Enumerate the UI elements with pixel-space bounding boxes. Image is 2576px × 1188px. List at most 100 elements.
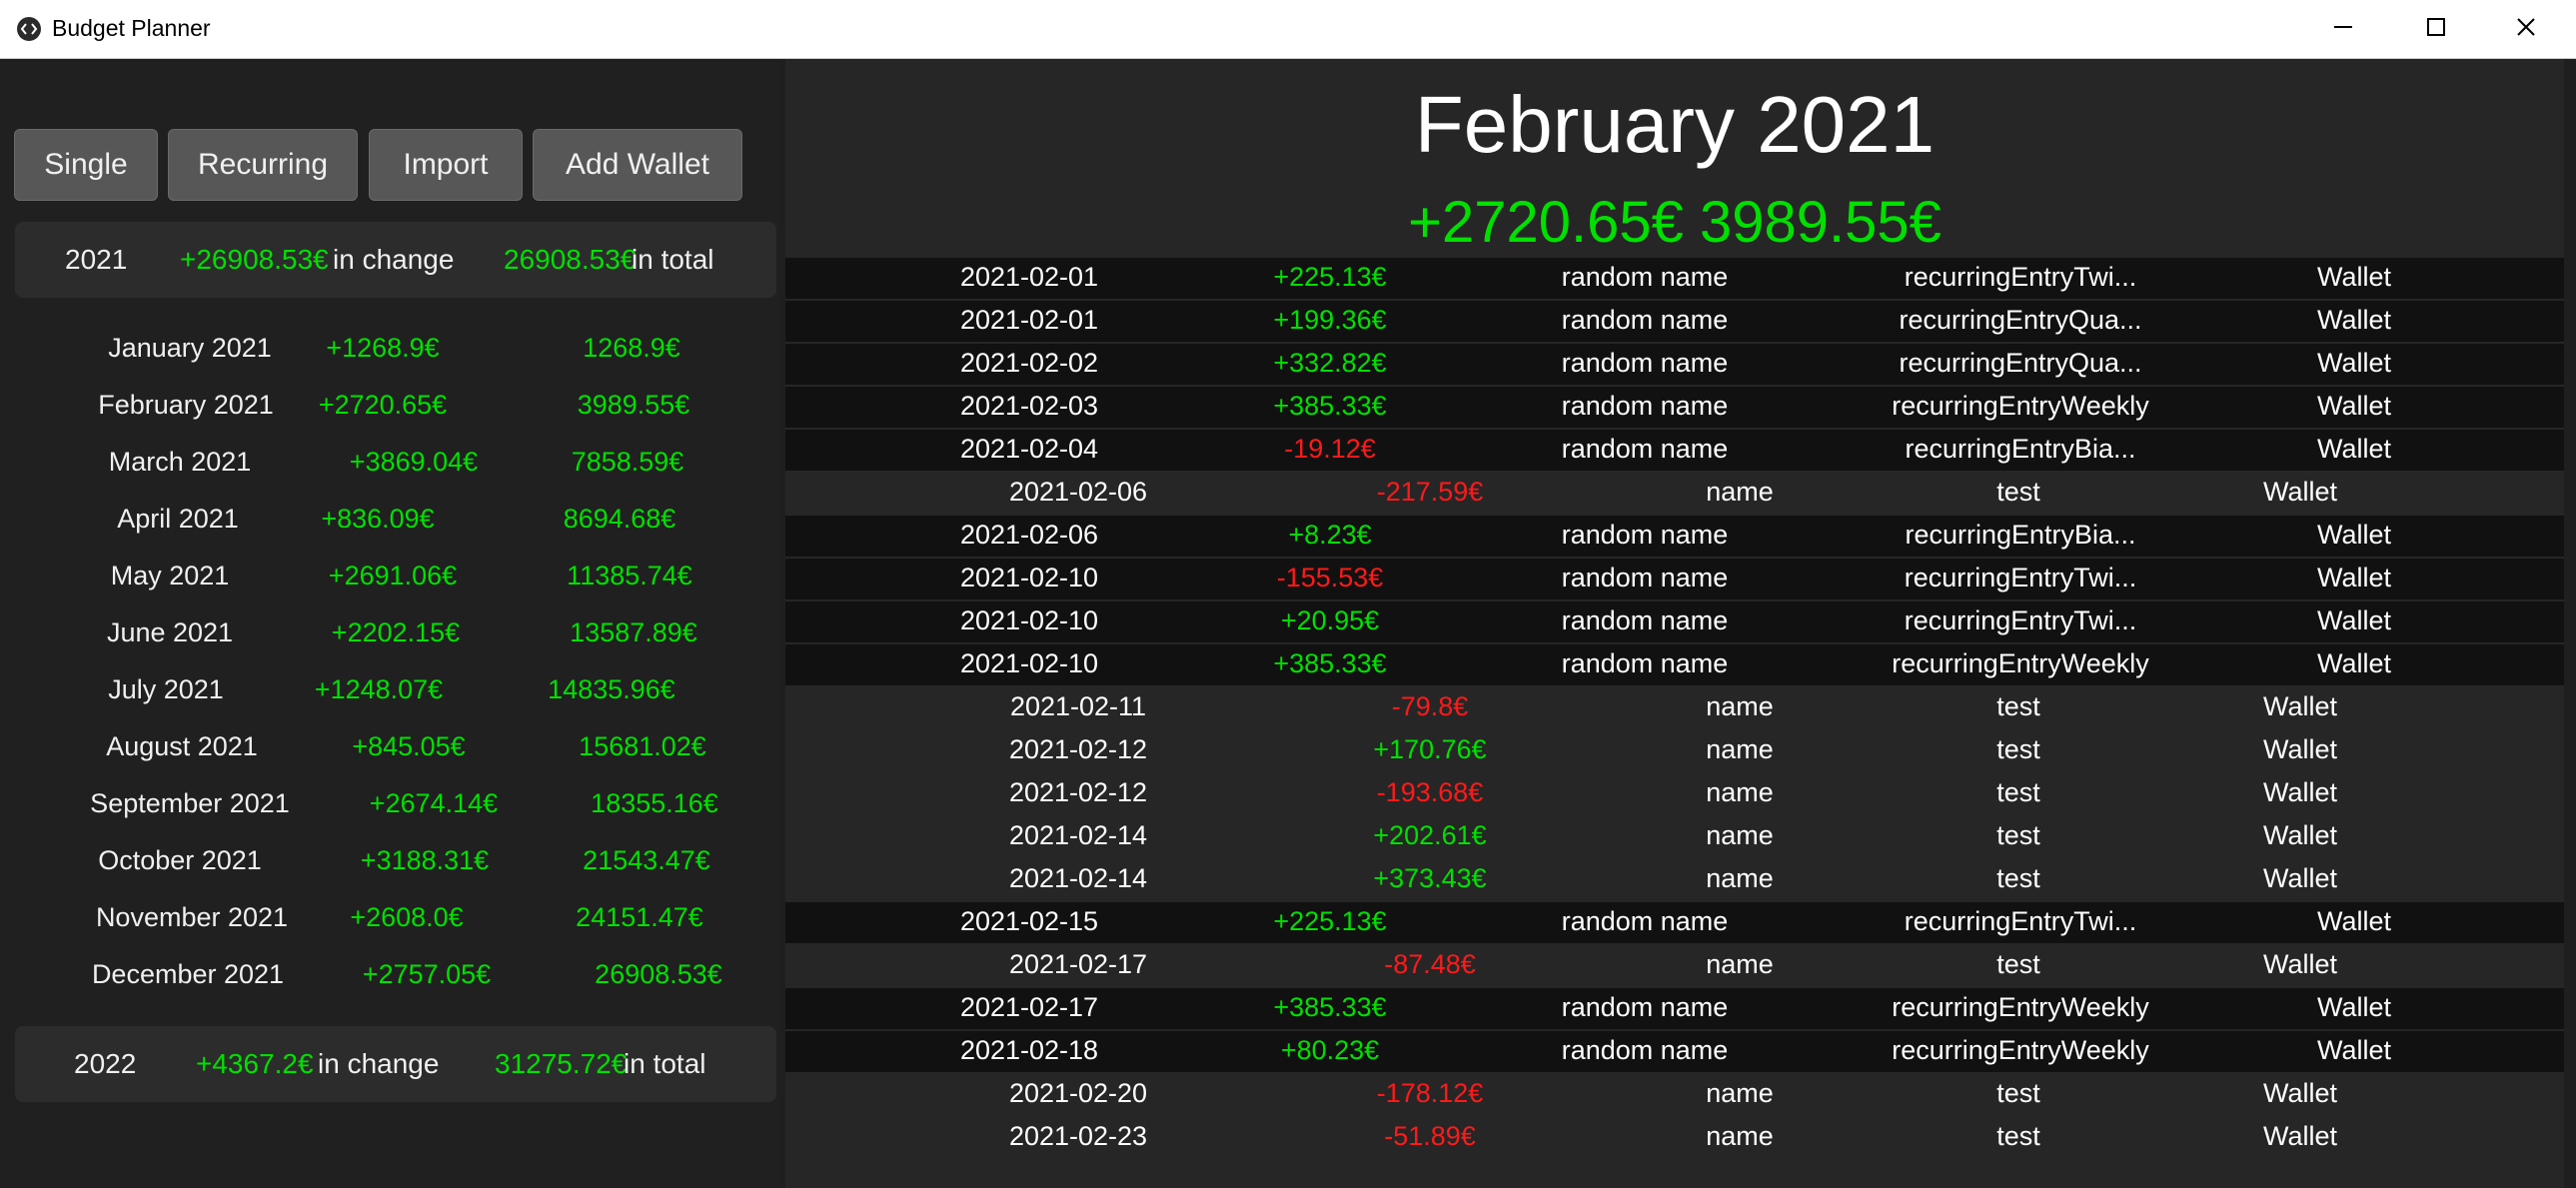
entry-row[interactable]: 2021-02-14 +373.43€ name test Wallet (785, 859, 2564, 900)
entry-wallet: Wallet (2316, 1035, 2392, 1065)
entry-wallet: Wallet (2262, 477, 2338, 507)
month-total: 1268.9€ (583, 333, 680, 363)
month-row[interactable]: April 2021 +836.09€ 8694.68€ (0, 504, 779, 544)
entry-name: random name (1561, 262, 1729, 292)
window-title: Budget Planner (52, 15, 211, 41)
entry-name: name (1706, 1121, 1774, 1151)
entry-amount: +385.33€ (1273, 391, 1387, 421)
entry-row[interactable]: 2021-02-10 -155.53€ random name recurringEn… (785, 559, 2564, 599)
entry-row[interactable]: 2021-02-04 -19.12€ random name recurringEnt… (785, 430, 2564, 471)
entry-row[interactable]: 2021-02-01 +225.13€ random name recurringEn… (785, 258, 2564, 299)
entry-amount: -51.89€ (1384, 1121, 1476, 1151)
entry-category: test (1996, 777, 2040, 807)
sidebar: Single Recurring Import Add Wallet 2021 … (0, 59, 779, 1188)
entry-amount: +332.82€ (1273, 348, 1387, 378)
entry-amount: -87.48€ (1384, 949, 1476, 979)
entry-wallet: Wallet (2262, 863, 2338, 893)
month-detail-panel: February 2021 +2720.65€ 3989.55€ 2021-02… (785, 59, 2564, 1188)
year-label: 2022 (74, 1048, 137, 1079)
entry-row[interactable]: 2021-02-12 -193.68€ name test Wallet (785, 773, 2564, 814)
month-row[interactable]: December 2021 +2757.05€ 26908.53€ (0, 959, 779, 999)
entry-date: 2021-02-06 (1008, 477, 1148, 507)
import-button[interactable]: Import (369, 129, 523, 201)
entry-row[interactable]: 2021-02-17 -87.48€ name test Wallet (785, 945, 2564, 986)
entry-row[interactable]: 2021-02-12 +170.76€ name test Wallet (785, 730, 2564, 771)
entry-row[interactable]: 2021-02-10 +385.33€ random name recurringEn… (785, 644, 2564, 685)
entry-row[interactable]: 2021-02-01 +199.36€ random name recurringEn… (785, 301, 2564, 342)
entry-name: random name (1561, 992, 1729, 1022)
month-name: December 2021 (91, 959, 285, 989)
recurring-button[interactable]: Recurring (168, 129, 358, 201)
entry-name: name (1706, 1078, 1774, 1108)
entry-date: 2021-02-17 (1008, 949, 1148, 979)
month-name: August 2021 (106, 731, 258, 761)
entry-row[interactable]: 2021-02-23 -51.89€ name test Wallet (785, 1117, 2564, 1158)
month-row[interactable]: September 2021 +2674.14€ 18355.16€ (0, 788, 779, 828)
month-name: January 2021 (108, 333, 272, 363)
entry-amount: -217.59€ (1376, 477, 1484, 507)
month-row[interactable]: March 2021 +3869.04€ 7858.59€ (0, 447, 779, 487)
entry-amount: +199.36€ (1273, 305, 1387, 335)
entry-row[interactable]: 2021-02-17 +385.33€ random name recurringEn… (785, 988, 2564, 1029)
single-button[interactable]: Single (14, 129, 158, 201)
entry-row[interactable]: 2021-02-18 +80.23€ random name recurringEnt… (785, 1031, 2564, 1072)
year-total: 31275.72€ (495, 1048, 628, 1079)
close-button[interactable] (2481, 0, 2571, 58)
entry-amount: +80.23€ (1280, 1035, 1380, 1065)
entry-row[interactable]: 2021-02-14 +202.61€ name test Wallet (785, 816, 2564, 857)
month-change: +2674.14€ (369, 788, 499, 818)
entry-name: name (1706, 734, 1774, 764)
entry-amount: -178.12€ (1376, 1078, 1484, 1108)
entry-wallet: Wallet (2262, 777, 2338, 807)
entry-row[interactable]: 2021-02-20 -178.12€ name test Wallet (785, 1074, 2564, 1115)
month-change: +2720.65€ (1408, 190, 1684, 255)
month-row[interactable]: June 2021 +2202.15€ 13587.89€ (0, 617, 779, 657)
month-row[interactable]: July 2021 +1248.07€ 14835.96€ (0, 674, 779, 714)
entry-wallet: Wallet (2316, 992, 2392, 1022)
month-row[interactable]: May 2021 +2691.06€ 11385.74€ (0, 561, 779, 600)
entry-row[interactable]: 2021-02-06 -217.59€ name test Wallet (785, 473, 2564, 514)
entry-row[interactable]: 2021-02-10 +20.95€ random name recurringEnt… (785, 601, 2564, 642)
month-total: 21543.47€ (583, 845, 710, 875)
entry-row[interactable]: 2021-02-02 +332.82€ random name recurringEn… (785, 344, 2564, 385)
month-row[interactable]: February 2021 +2720.65€ 3989.55€ (0, 390, 779, 430)
entry-name: random name (1561, 520, 1729, 550)
maximize-button[interactable] (2391, 0, 2481, 58)
entry-row[interactable]: 2021-02-03 +385.33€ random name recurringEn… (785, 387, 2564, 428)
entry-category: test (1996, 863, 2040, 893)
entry-row[interactable]: 2021-02-11 -79.8€ name test Wallet (785, 687, 2564, 728)
entry-date: 2021-02-03 (959, 391, 1099, 421)
entry-row[interactable]: 2021-02-15 +225.13€ random name recurringEn… (785, 902, 2564, 943)
entry-name: name (1706, 949, 1774, 979)
month-name: November 2021 (95, 902, 289, 932)
year-change: +26908.53€ (180, 244, 329, 275)
month-change: +2720.65€ (318, 390, 448, 420)
entry-date: 2021-02-02 (959, 348, 1099, 378)
entry-wallet: Wallet (2316, 648, 2392, 678)
add-wallet-button[interactable]: Add Wallet (533, 129, 742, 201)
year-total-suffix: in total (624, 1048, 706, 1079)
year-card-2022[interactable]: 2022 +4367.2€ in change 31275.72€ in tot… (15, 1026, 776, 1102)
minimize-button[interactable] (2298, 0, 2388, 58)
year-change: +4367.2€ (196, 1048, 314, 1079)
entry-category: test (1996, 477, 2040, 507)
entry-name: name (1706, 777, 1774, 807)
year-card-2021[interactable]: 2021 +26908.53€ in change 26908.53€ in t… (15, 222, 776, 298)
entry-wallet: Wallet (2316, 348, 2392, 378)
entry-amount: -155.53€ (1276, 563, 1384, 593)
entry-category: test (1996, 734, 2040, 764)
entry-category: recurringEntryQua... (1899, 348, 2142, 378)
month-total: 8694.68€ (563, 504, 676, 534)
entry-category: recurringEntryWeekly (1892, 648, 2149, 678)
entry-row[interactable]: 2021-02-06 +8.23€ random name recurringEntr… (785, 516, 2564, 557)
entry-name: random name (1561, 1035, 1729, 1065)
month-row[interactable]: January 2021 +1268.9€ 1268.9€ (0, 333, 779, 373)
entry-wallet: Wallet (2262, 691, 2338, 721)
month-row[interactable]: October 2021 +3188.31€ 21543.47€ (0, 845, 779, 885)
entry-date: 2021-02-01 (959, 262, 1099, 292)
entry-category: recurringEntryTwi... (1904, 605, 2137, 635)
month-row[interactable]: November 2021 +2608.0€ 24151.47€ (0, 902, 779, 942)
month-row[interactable]: August 2021 +845.05€ 15681.02€ (0, 731, 779, 771)
entry-category: test (1996, 691, 2040, 721)
month-total: 14835.96€ (548, 674, 675, 704)
